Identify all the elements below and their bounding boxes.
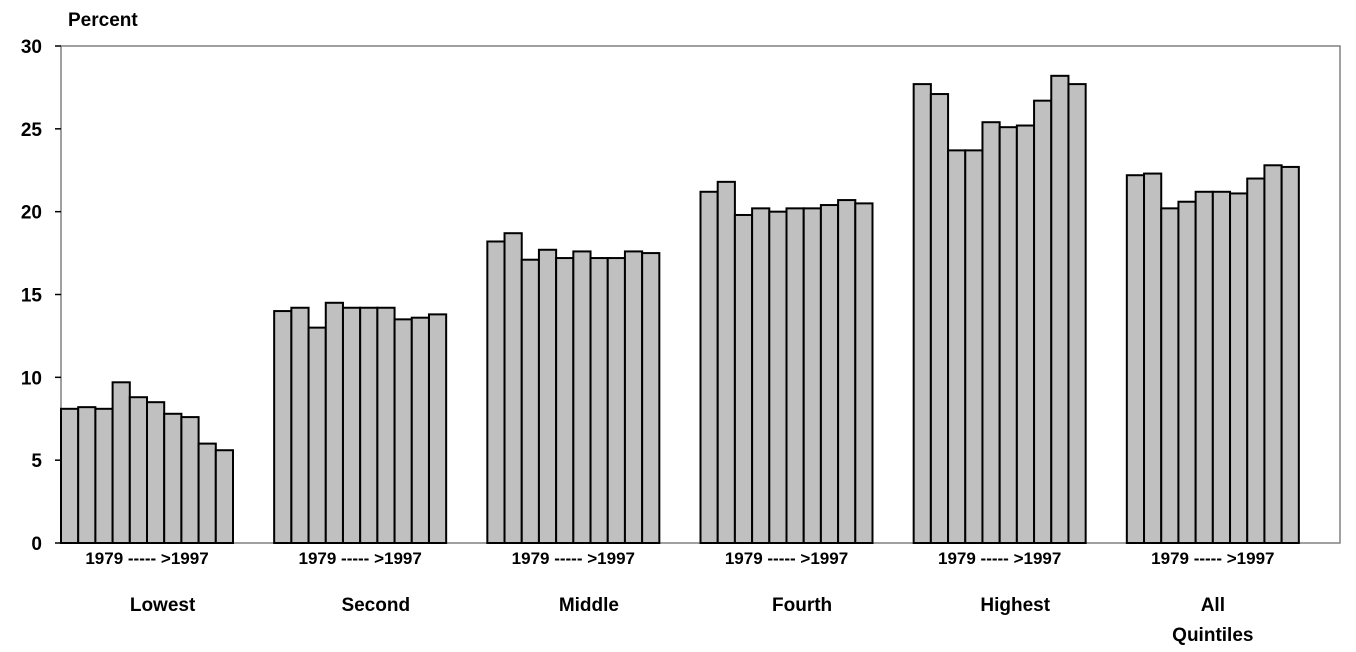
bar <box>537 248 558 545</box>
bar <box>1050 74 1070 544</box>
bar <box>572 250 592 544</box>
group-label: Lowest <box>130 595 196 616</box>
bar <box>589 257 609 544</box>
bar <box>1246 177 1266 545</box>
group-label: Quintiles <box>1172 625 1253 646</box>
bar <box>1280 165 1300 544</box>
bar <box>837 199 857 544</box>
bar <box>1160 207 1180 544</box>
bar <box>1177 200 1197 545</box>
bar <box>128 396 149 545</box>
bar <box>359 306 379 544</box>
bar <box>555 257 575 544</box>
bar <box>802 207 822 544</box>
group-label: Highest <box>980 595 1050 616</box>
bar <box>929 93 950 544</box>
bar <box>1263 164 1283 544</box>
y-axis-label: Percent <box>68 10 138 31</box>
x-range-label: 1979 ----- >1997 <box>938 549 1061 568</box>
bar <box>912 83 932 544</box>
y-tick-label: 15 <box>21 286 43 307</box>
bar <box>324 301 344 544</box>
bar <box>520 258 540 544</box>
bar <box>733 213 754 544</box>
bar <box>111 381 131 545</box>
y-tick-label: 25 <box>21 120 43 141</box>
bar <box>606 257 626 544</box>
x-range-label: 1979 ----- >1997 <box>1151 549 1274 568</box>
y-tick-label: 30 <box>21 37 42 58</box>
bar <box>77 406 97 544</box>
bar <box>699 190 719 545</box>
bar <box>214 449 235 544</box>
y-tick-label: 10 <box>21 368 42 389</box>
bar <box>1194 190 1214 545</box>
x-range-label: 1979 ----- >1997 <box>85 549 208 568</box>
bar <box>623 250 644 544</box>
bar <box>998 126 1018 544</box>
group-label: Fourth <box>772 595 832 616</box>
bar <box>1067 83 1087 544</box>
bar <box>376 306 396 544</box>
bar <box>981 121 1001 544</box>
bar <box>60 407 80 544</box>
y-tick-label: 0 <box>31 534 42 555</box>
bar <box>94 407 114 544</box>
bar <box>1125 174 1146 544</box>
bar <box>1229 192 1249 544</box>
bar <box>964 149 984 544</box>
bar <box>341 306 362 544</box>
bar <box>197 442 217 545</box>
bar <box>163 412 183 544</box>
bar <box>785 207 805 544</box>
bar <box>751 207 771 544</box>
bar <box>819 204 840 544</box>
bar <box>393 318 413 544</box>
y-tick-label: 20 <box>21 203 42 224</box>
bar <box>768 210 788 545</box>
bar <box>1143 172 1163 545</box>
bar <box>716 180 736 544</box>
bar <box>290 306 310 544</box>
bar <box>503 232 523 544</box>
bar <box>273 310 293 545</box>
bar <box>307 326 327 544</box>
bar <box>641 252 661 544</box>
x-range-label: 1979 ----- >1997 <box>725 549 848 568</box>
bar <box>854 202 874 544</box>
bar <box>1033 99 1053 544</box>
bar <box>146 401 166 544</box>
y-tick-label: 5 <box>31 451 42 472</box>
group-label: All <box>1201 595 1225 616</box>
bar <box>410 316 430 544</box>
bar <box>427 313 448 544</box>
plot-area: 0 5 10 15 20 25 30 1979 ----- >1997 Lowest 1979 -… <box>21 37 1341 646</box>
bar <box>180 416 200 544</box>
x-range-label: 1979 ----- >1997 <box>299 549 422 568</box>
group-label: Middle <box>559 595 619 616</box>
x-range-label: 1979 ----- >1997 <box>512 549 635 568</box>
group-label: Second <box>341 595 410 616</box>
bar <box>1211 190 1232 545</box>
bar <box>1015 124 1036 545</box>
bar <box>947 149 967 544</box>
bar <box>486 240 506 544</box>
